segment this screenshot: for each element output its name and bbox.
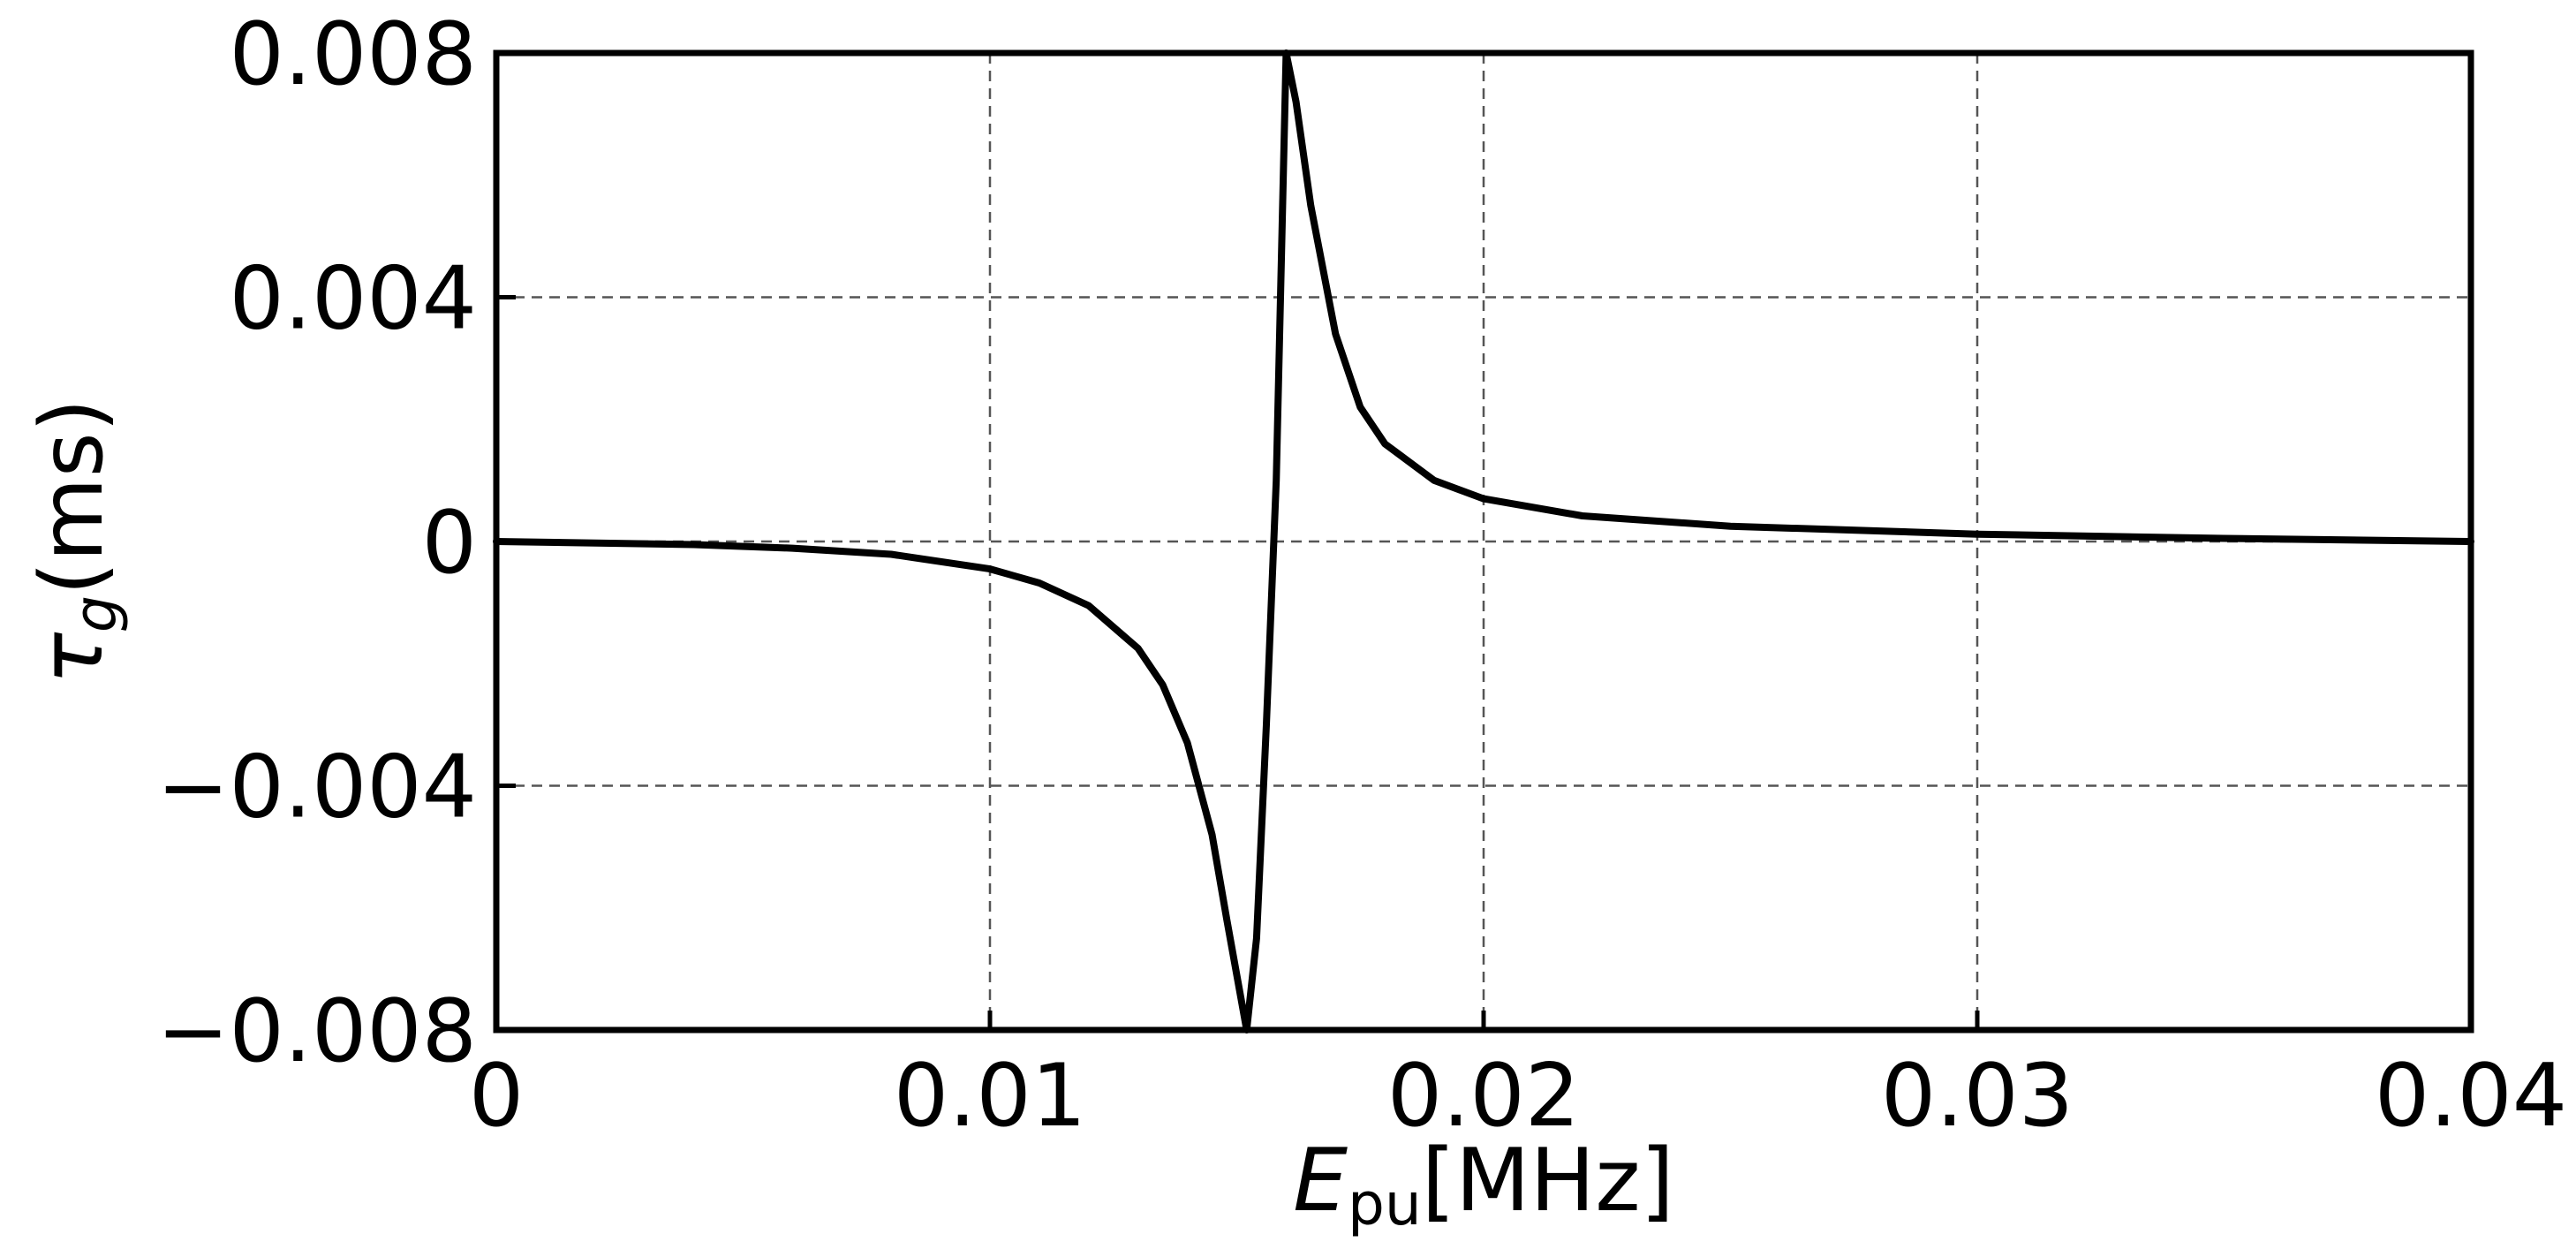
x-axis-label: Epu[MHz]: [1293, 1131, 1674, 1238]
series-line: [493, 49, 2474, 1034]
x-tick-label: 0: [469, 1046, 524, 1147]
x-axis-unit: [MHz]: [1422, 1131, 1674, 1231]
y-tick-label: −0.008: [156, 981, 477, 1082]
y-tick-label: −0.004: [156, 738, 477, 838]
tick-labels: 0 0.01 0.02 0.03 0.04 −0.008 −0.004 0 0.004 0.008: [156, 4, 2567, 1147]
y-tick-label: 0.008: [229, 4, 477, 105]
y-tick-label: 0.004: [229, 249, 477, 350]
y-axis-symbol: τ: [22, 632, 123, 685]
y-axis-label: τg(ms): [22, 398, 130, 685]
x-tick-label: 0.02: [1387, 1046, 1580, 1147]
x-tick-label: 0.03: [1881, 1046, 2074, 1147]
y-tick-label: 0: [422, 493, 477, 594]
y-axis-subscript: g: [62, 595, 130, 632]
x-axis-subscript: pu: [1348, 1170, 1422, 1238]
x-tick-label: 0.04: [2375, 1046, 2567, 1147]
x-tick-label: 0.01: [894, 1046, 1086, 1147]
plot-frame: [493, 49, 2474, 1034]
x-axis-symbol: E: [1293, 1131, 1348, 1231]
grid: [496, 53, 2471, 1030]
y-axis-unit: (ms): [22, 398, 123, 595]
